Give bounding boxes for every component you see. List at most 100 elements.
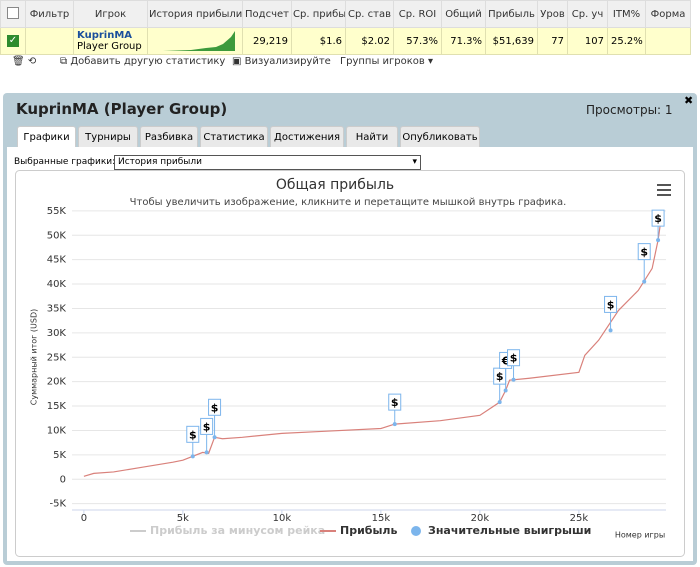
legend-symbol — [411, 526, 421, 536]
y-tick-label: 5K — [53, 450, 66, 461]
x-tick-label: 5k — [177, 513, 189, 524]
column-header: Ср. ROI — [393, 0, 442, 28]
legend-item[interactable]: Значительные выигрыши — [428, 524, 591, 537]
column-header: Прибыль — [485, 0, 538, 28]
stat-cell: 25.2% — [607, 27, 646, 55]
form-cell — [645, 27, 691, 55]
chart-frame — [15, 170, 685, 557]
column-header: Игрок — [73, 0, 148, 28]
visualize[interactable]: ▣ Визуализируйте — [232, 56, 331, 67]
column-header: Ср. став — [345, 0, 394, 28]
stat-cell: $51,639 — [485, 27, 538, 55]
menu[interactable] — [657, 184, 671, 196]
y-tick-label: 30K — [47, 328, 67, 339]
flag-label: $ — [654, 212, 662, 225]
player-link[interactable]: KuprinMA — [77, 30, 133, 41]
chart-subtitle: Чтобы увеличить изображение, кликните и … — [130, 197, 567, 208]
groups-text: Группы игроков — [340, 56, 425, 67]
y-tick-label: 15K — [47, 401, 67, 412]
y-tick-label: -5K — [49, 499, 66, 510]
column-header: Ср. прибы — [291, 0, 346, 28]
big-win-point — [656, 238, 661, 243]
big-win-point — [497, 400, 502, 405]
toolbar-icons[interactable]: 🗑 ⟲ — [12, 56, 37, 67]
flag-label: $ — [496, 370, 504, 383]
flag-label: $ — [391, 396, 399, 409]
flag-label: $ — [640, 246, 648, 259]
select-value: История прибыли — [118, 157, 202, 167]
column-header: Ср. уч — [567, 0, 608, 28]
y-tick-label: 55K — [47, 206, 67, 217]
big-win-point — [511, 377, 516, 382]
legend-item[interactable]: Прибыль за минусом рейка — [150, 524, 325, 537]
panel-title: KuprinMA (Player Group) — [16, 100, 228, 118]
big-win-point — [642, 279, 647, 284]
flag-box — [507, 349, 521, 367]
y-tick-label: 25K — [47, 352, 67, 363]
big-win-point — [503, 388, 508, 393]
chart-select[interactable]: История прибыли ▾ — [114, 155, 421, 170]
add-stat-text: Добавить другую статистику — [70, 56, 226, 67]
chart: Общая прибыль Чтобы увеличить изображени… — [15, 170, 685, 557]
sparkline-area — [163, 30, 235, 51]
views: Просмотры: 1 — [586, 103, 673, 117]
tab[interactable]: Графики — [17, 126, 76, 149]
select-label: Выбранные графики: — [14, 157, 116, 167]
column-header: Форма — [645, 0, 691, 28]
legend-item[interactable]: Прибыль — [340, 524, 397, 537]
flag-label: $ — [211, 401, 219, 414]
column-header: Подсчет — [242, 0, 292, 28]
tab[interactable]: Найти — [346, 126, 398, 148]
big-win-point — [392, 422, 397, 427]
column-header: Уров — [537, 0, 568, 28]
y-tick-label: 40K — [47, 279, 67, 290]
tab[interactable]: Опубликовать — [400, 126, 480, 148]
stat-cell: 57.3% — [393, 27, 442, 55]
flag-label: $ — [510, 352, 518, 365]
add-stat[interactable]: ⧉ Добавить другую статистику — [60, 56, 226, 67]
visualize-text: Визуализируйте — [244, 56, 331, 67]
x-tick-label: 10k — [273, 513, 292, 524]
stat-cell: 71.3% — [441, 27, 486, 55]
tab[interactable]: Статистика — [200, 126, 268, 148]
x-tick-label: 0 — [81, 513, 87, 524]
close[interactable]: ✖ — [684, 94, 694, 107]
column-header: История прибыли — [147, 0, 243, 28]
y-tick-label: 35K — [47, 303, 67, 314]
sparkline — [147, 27, 243, 55]
x-tick-label: 15k — [372, 513, 391, 524]
sparkline-svg — [163, 30, 235, 51]
big-win-point — [608, 328, 613, 333]
tab[interactable]: Достижения — [270, 126, 344, 148]
flag-label: $ — [189, 428, 197, 441]
filter-cell — [25, 27, 74, 55]
player-group: Player Group — [77, 41, 142, 52]
flag-label: $ — [607, 298, 615, 311]
big-win-point — [212, 435, 217, 440]
stats-table: Фильтр Игрок История прибыли Подсчет Ср. при… — [0, 0, 691, 55]
big-win-point — [190, 454, 195, 459]
tab[interactable]: Турниры — [78, 126, 138, 148]
select-all[interactable] — [0, 0, 26, 28]
y-tick-label: 45K — [47, 255, 67, 266]
stat-cell: $2.02 — [345, 27, 394, 55]
stat-cell: 77 — [537, 27, 568, 55]
column-header: Фильтр — [25, 0, 74, 28]
column-header: Общий — [441, 0, 486, 28]
stat-cell: $1.6 — [291, 27, 346, 55]
x-axis-label: Номер игры — [615, 531, 665, 540]
column-header: ITM% — [607, 0, 646, 28]
flag-box — [604, 295, 618, 313]
flag-box — [651, 209, 665, 227]
flag-label: € — [501, 354, 510, 367]
row-check[interactable]: ✓ — [0, 27, 26, 55]
flag-box — [637, 243, 651, 261]
stat-cell: 29,219 — [242, 27, 292, 55]
stat-cell: 107 — [567, 27, 608, 55]
flag-box — [208, 398, 222, 416]
groups[interactable]: Группы игроков ▾ — [340, 56, 433, 67]
y-tick-label: 10K — [47, 425, 67, 436]
tab[interactable]: Разбивка — [140, 126, 198, 148]
chart-title: Общая прибыль — [276, 177, 394, 193]
